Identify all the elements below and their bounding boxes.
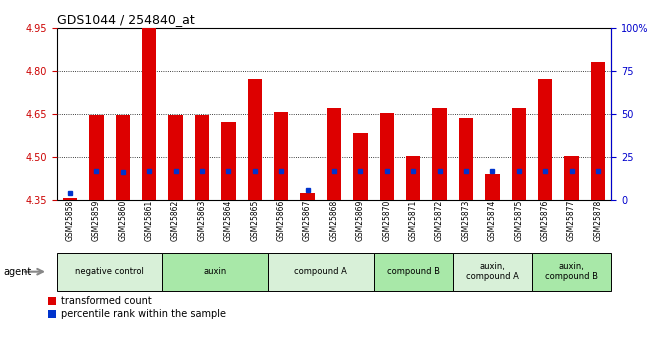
- Text: GSM25867: GSM25867: [303, 200, 312, 242]
- Text: GSM25874: GSM25874: [488, 200, 497, 242]
- Bar: [538, 79, 552, 200]
- Bar: [485, 174, 500, 200]
- Bar: [221, 122, 236, 200]
- FancyBboxPatch shape: [453, 253, 532, 291]
- Text: GSM25873: GSM25873: [462, 200, 470, 242]
- Text: auxin,
compound B: auxin, compound B: [545, 262, 598, 282]
- Text: GSM25859: GSM25859: [92, 200, 101, 242]
- Bar: [248, 79, 262, 200]
- Bar: [63, 198, 77, 200]
- Legend: transformed count, percentile rank within the sample: transformed count, percentile rank withi…: [48, 296, 226, 319]
- Text: GSM25864: GSM25864: [224, 200, 233, 242]
- Bar: [432, 108, 447, 200]
- Text: GSM25868: GSM25868: [329, 200, 339, 242]
- Text: GSM25871: GSM25871: [409, 200, 418, 242]
- Text: GSM25861: GSM25861: [145, 200, 154, 242]
- FancyBboxPatch shape: [162, 253, 268, 291]
- Bar: [274, 111, 289, 200]
- Text: auxin: auxin: [204, 267, 227, 276]
- Bar: [327, 108, 341, 200]
- Text: GSM25876: GSM25876: [540, 200, 550, 242]
- Text: GSM25865: GSM25865: [250, 200, 259, 242]
- Bar: [406, 156, 420, 200]
- Text: GSM25860: GSM25860: [118, 200, 128, 242]
- FancyBboxPatch shape: [57, 253, 162, 291]
- Text: negative control: negative control: [75, 267, 144, 276]
- Text: GSM25863: GSM25863: [198, 200, 206, 242]
- Bar: [89, 115, 104, 200]
- Bar: [301, 193, 315, 200]
- Bar: [591, 61, 605, 200]
- Bar: [168, 115, 183, 200]
- Bar: [459, 118, 473, 200]
- Text: compound B: compound B: [387, 267, 440, 276]
- Text: auxin,
compound A: auxin, compound A: [466, 262, 519, 282]
- Bar: [379, 113, 394, 200]
- Bar: [195, 115, 209, 200]
- Text: GSM25869: GSM25869: [356, 200, 365, 242]
- Bar: [116, 115, 130, 200]
- FancyBboxPatch shape: [373, 253, 453, 291]
- Text: GSM25877: GSM25877: [567, 200, 576, 242]
- Text: GSM25872: GSM25872: [435, 200, 444, 242]
- Text: compound A: compound A: [295, 267, 347, 276]
- Text: GSM25875: GSM25875: [514, 200, 523, 242]
- Text: GSM25858: GSM25858: [65, 200, 74, 242]
- Text: GSM25878: GSM25878: [594, 200, 603, 242]
- FancyBboxPatch shape: [532, 253, 611, 291]
- Bar: [353, 132, 367, 200]
- FancyBboxPatch shape: [268, 253, 373, 291]
- Text: agent: agent: [3, 267, 31, 277]
- Bar: [512, 108, 526, 200]
- Text: GDS1044 / 254840_at: GDS1044 / 254840_at: [57, 13, 194, 27]
- Text: GSM25862: GSM25862: [171, 200, 180, 242]
- Text: GSM25866: GSM25866: [277, 200, 286, 242]
- Bar: [564, 156, 579, 200]
- Text: GSM25870: GSM25870: [382, 200, 391, 242]
- Bar: [142, 28, 156, 200]
